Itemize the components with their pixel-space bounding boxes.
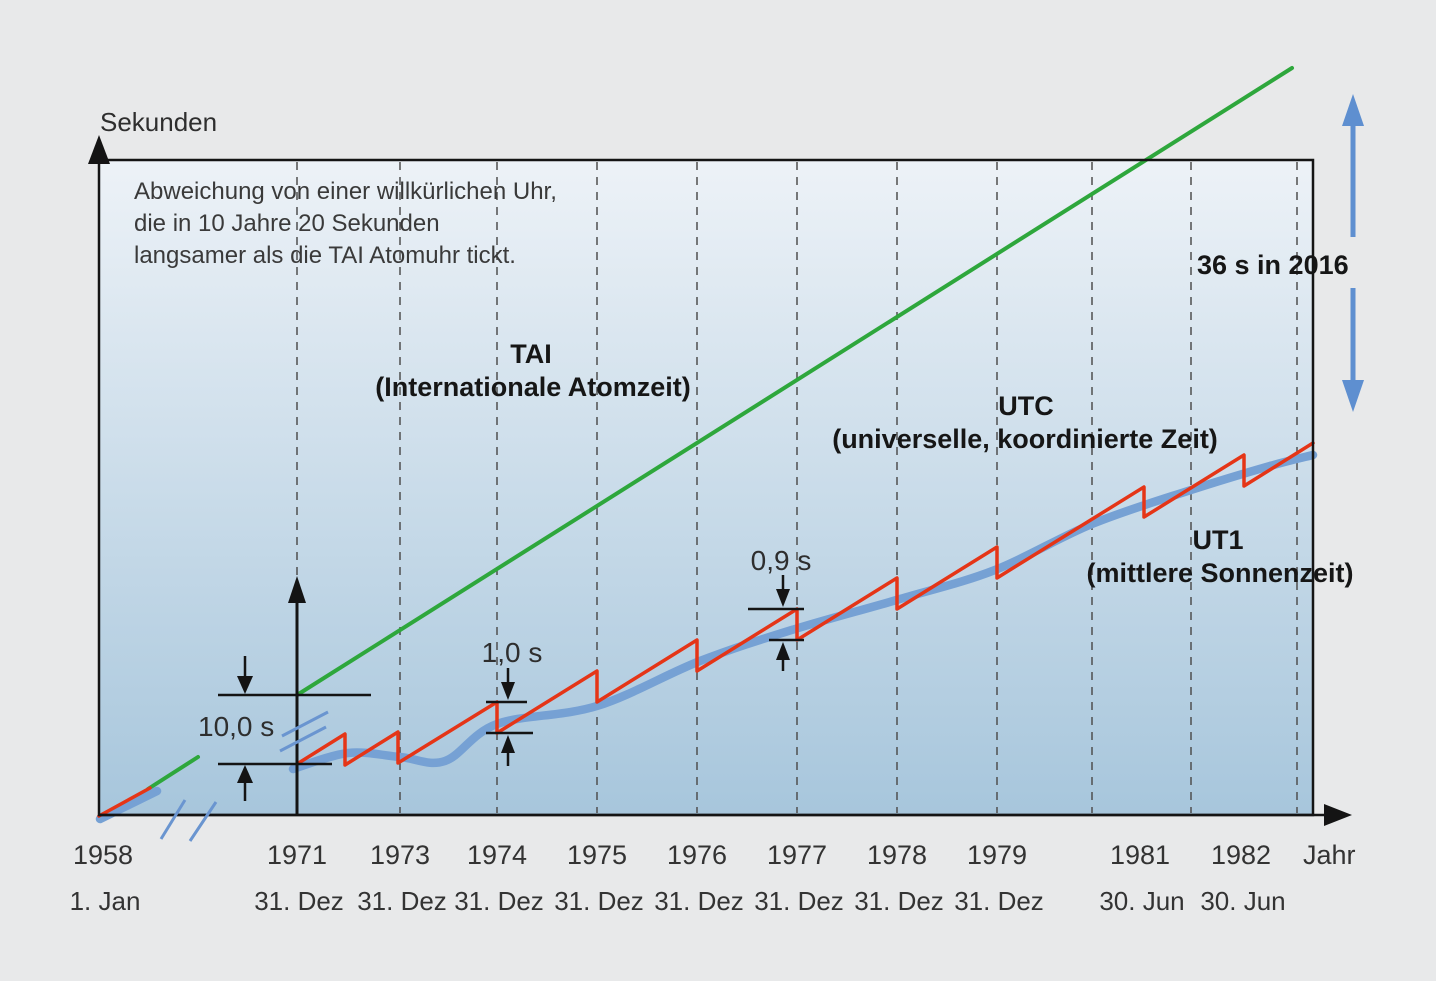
series-tai: [295, 66, 1294, 697]
chart-note: Abweichung von einer willkürlichen Uhr, …: [134, 176, 557, 272]
measure-1s: [486, 668, 533, 766]
step-09s-label: 0,9 s: [750, 545, 812, 576]
up-arrow-icon: [776, 642, 790, 660]
tai-series-sublabel: (Internationale Atomzeit): [375, 372, 691, 402]
chart-note-line1: Abweichung von einer willkürlichen Uhr,: [134, 178, 557, 205]
date-tick-1973: 31. Dez: [357, 886, 447, 916]
date-tick-1979: 31. Dez: [954, 886, 1044, 916]
gap-10s-label: 10,0 s: [198, 711, 275, 742]
series-ut1: [95, 786, 162, 824]
year-tick-1973: 1973: [369, 840, 431, 870]
year-tick-1978: 1978: [866, 840, 928, 870]
y-axis-label: Sekunden: [100, 107, 218, 137]
year-tick-1958: 1958: [72, 840, 134, 870]
x-axis: [99, 804, 1352, 826]
date-tick-1976: 31. Dez: [654, 886, 744, 916]
year-tick-1982: 1982: [1210, 840, 1272, 870]
date-tick-1958: 1. Jan: [69, 886, 141, 916]
up-arrow-icon: [501, 735, 515, 753]
y-axis-arrow-icon: [88, 135, 110, 164]
utc-series-label: UTC: [998, 391, 1054, 421]
year-tick-1979: 1979: [966, 840, 1028, 870]
utc-series-sublabel: (universelle, koordinierte Zeit): [832, 424, 1218, 454]
series-utc: [97, 786, 152, 818]
date-tick-1982: 30. Jun: [1200, 886, 1286, 916]
utc-axis-arrow-icon: [288, 576, 306, 603]
break-slash-icon: [188, 801, 218, 842]
year-tick-1976: 1976: [666, 840, 728, 870]
date-tick-1981: 30. Jun: [1099, 886, 1185, 916]
break-slash-icon: [279, 725, 327, 753]
x-axis-arrow-icon: [1324, 804, 1352, 826]
series-lines: [95, 66, 1318, 824]
year-tick-1974: 1974: [466, 840, 528, 870]
down-arrow-icon: [501, 682, 515, 700]
year-tick-1977: 1977: [766, 840, 828, 870]
chart-note-line2: die in 10 Jahre 20 Sekunden: [134, 210, 440, 237]
date-tick-1971: 31. Dez: [254, 886, 344, 916]
date-tick-1977: 31. Dez: [754, 886, 844, 916]
tai-series-label: TAI: [510, 339, 552, 369]
step-1s-label: 1,0 s: [481, 637, 543, 668]
y-axis: [88, 135, 110, 164]
ut1-series-label: UT1: [1192, 525, 1244, 555]
x-axis-unit-label: Jahr: [1303, 840, 1356, 870]
down-arrow-icon: [1342, 380, 1364, 412]
x-axis-break: [159, 799, 218, 842]
up-arrow-icon: [1342, 94, 1364, 126]
date-tick-1974: 31. Dez: [454, 886, 544, 916]
chart-note-line3: langsamer als die TAI Atomuhr tickt.: [134, 242, 516, 269]
measure-10s: [218, 656, 371, 801]
range-arrow-2016: [1342, 94, 1364, 412]
down-arrow-icon: [776, 589, 790, 607]
date-tick-1975: 31. Dez: [554, 886, 644, 916]
break-slash-icon: [159, 799, 187, 840]
measure-09s: [748, 575, 804, 671]
total-offset-label: 36 s in 2016: [1197, 250, 1349, 280]
offset-axis-break: [279, 710, 329, 753]
break-slash-icon: [281, 710, 329, 738]
ut1-series-sublabel: (mittlere Sonnenzeit): [1086, 558, 1354, 588]
down-arrow-icon: [237, 676, 253, 694]
date-tick-1978: 31. Dez: [854, 886, 944, 916]
year-tick-1981: 1981: [1109, 840, 1171, 870]
utc-start-axis: [288, 576, 306, 815]
up-arrow-icon: [237, 765, 253, 783]
series-utc: [295, 441, 1315, 767]
plot-area: [99, 160, 1313, 815]
series-ut1: [288, 450, 1318, 774]
series-tai: [146, 755, 200, 791]
year-tick-1971: 1971: [266, 840, 328, 870]
year-tick-1975: 1975: [566, 840, 628, 870]
